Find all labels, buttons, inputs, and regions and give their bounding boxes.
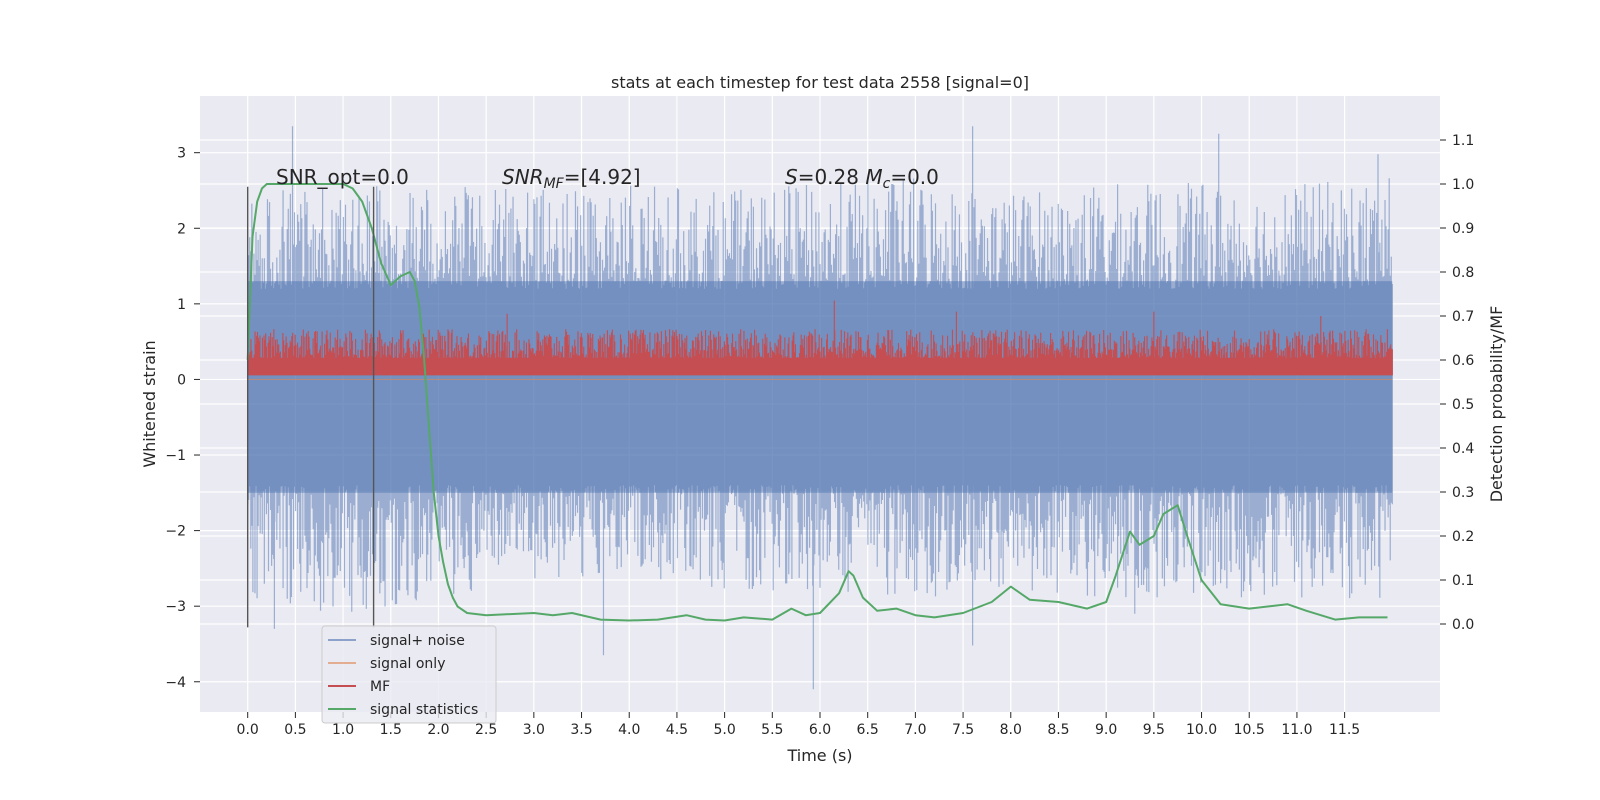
x-tick-label: 9.5 (1143, 722, 1165, 738)
y2-tick-label: 0.6 (1452, 353, 1474, 369)
x-tick-label: 2.0 (427, 722, 449, 738)
series-signal-statistics (246, 183, 1388, 622)
x-tick-label: 10.0 (1186, 722, 1217, 738)
y2-axis-label: Detection probability/MF (1487, 306, 1506, 503)
y-axis-label: Whitened strain (140, 340, 159, 467)
y2-tick-label: 0.8 (1452, 265, 1474, 281)
y2-tick-label: 1.0 (1452, 177, 1474, 193)
x-tick-label: 1.0 (332, 722, 354, 738)
x-tick-label: 0.0 (237, 722, 259, 738)
y-tick-label: −1 (165, 448, 186, 464)
x-tick-label: 7.0 (904, 722, 926, 738)
legend-label: signal only (370, 656, 445, 672)
legend-label: signal statistics (370, 702, 478, 718)
x-tick-label: 8.5 (1047, 722, 1069, 738)
y2-tick-label: 0.7 (1452, 309, 1474, 325)
x-tick-label: 5.0 (713, 722, 735, 738)
mf-core (247, 357, 1393, 374)
annotations: SNR_opt=0.0 SNRMF=[4.92] S=0.28 Mc=0.0 (276, 165, 939, 192)
annotation-s-mc: S=0.28 Mc=0.0 (785, 165, 939, 192)
y2-tick-label: 0.3 (1452, 485, 1474, 501)
x-tick-label: 6.0 (809, 722, 831, 738)
annotation-snr-opt: SNR_opt=0.0 (276, 165, 409, 189)
legend-frame (321, 625, 497, 724)
x-tick-label: 3.0 (523, 722, 545, 738)
legend-label: signal+ noise (370, 633, 465, 649)
series-mf (247, 300, 1393, 376)
y-axis-left: −4 −3 −2 −1 0 1 2 3 (165, 146, 200, 691)
x-axis: 0.0 0.5 1.0 1.5 2.0 2.5 3.0 3.5 4.0 4.5 5.0 5.5 6.0 6… (237, 712, 1360, 738)
y-tick-label: −3 (165, 599, 186, 615)
y2-tick-label: 0.5 (1452, 397, 1474, 413)
x-tick-label: 9.0 (1095, 722, 1117, 738)
y2-tick-label: 0.0 (1452, 617, 1474, 633)
x-tick-label: 5.5 (761, 722, 783, 738)
y2-tick-label: 0.4 (1452, 441, 1474, 457)
legend: signal+ noise signal only MF signal statist… (321, 625, 497, 724)
y-tick-label: 0 (177, 372, 186, 388)
x-tick-label: 1.5 (380, 722, 402, 738)
x-tick-label: 11.0 (1281, 722, 1312, 738)
chart-title: stats at each timestep for test data 255… (611, 73, 1029, 92)
x-tick-label: 0.5 (284, 722, 306, 738)
y-tick-label: 1 (177, 297, 186, 313)
x-tick-label: 6.5 (857, 722, 879, 738)
legend-label: MF (370, 679, 390, 695)
y-tick-label: 3 (177, 146, 186, 162)
x-tick-label: 10.5 (1234, 722, 1265, 738)
x-tick-label: 2.5 (475, 722, 497, 738)
y2-tick-label: 0.9 (1452, 221, 1474, 237)
x-tick-label: 3.5 (570, 722, 592, 738)
signal-noise-core (247, 281, 1393, 493)
y-tick-label: 2 (177, 221, 186, 237)
x-tick-label: 4.5 (666, 722, 688, 738)
y2-tick-label: 0.2 (1452, 529, 1474, 545)
annotation-snr-mf: SNRMF=[4.92] (502, 165, 641, 192)
y-tick-label: −4 (165, 675, 186, 691)
series-signal-noise (247, 126, 1393, 690)
x-tick-label: 7.5 (952, 722, 974, 738)
y2-tick-label: 0.1 (1452, 573, 1474, 589)
x-axis-label: Time (s) (786, 746, 852, 765)
y-axis-right: 0.0 0.1 0.2 0.3 0.4 0.5 0.6 0.7 0.8 0.9 1.0 1.1 (1440, 133, 1474, 633)
y2-tick-label: 1.1 (1452, 133, 1474, 149)
x-tick-label: 11.5 (1329, 722, 1360, 738)
x-tick-label: 4.0 (618, 722, 640, 738)
y-tick-label: −2 (165, 524, 186, 540)
x-tick-label: 8.0 (1000, 722, 1022, 738)
